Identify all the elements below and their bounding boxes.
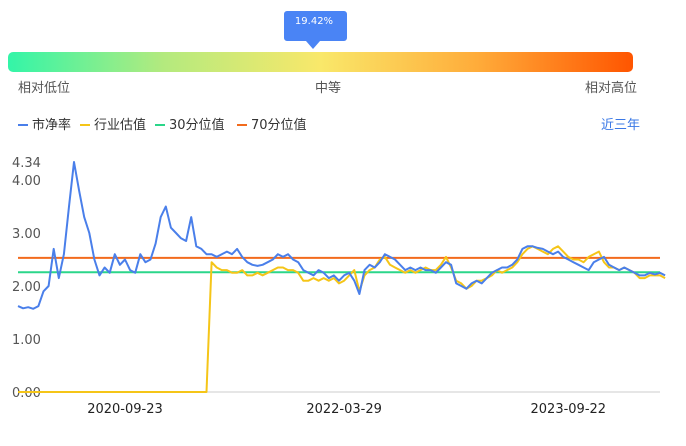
- y-tick-label: 2.00: [12, 280, 41, 295]
- percentile-gradient: [8, 52, 633, 72]
- legend-label: 行业估值: [94, 117, 146, 133]
- marker-label: 19.42%: [295, 16, 333, 27]
- y-tick-label: 4.00: [12, 174, 41, 189]
- legend-label: 市净率: [32, 117, 71, 133]
- y-tick-label: 1.00: [12, 333, 41, 348]
- legend-label: 30分位值: [169, 117, 225, 133]
- series-line: [17, 161, 666, 310]
- y-tick-label: 3.00: [12, 227, 41, 242]
- series-line: [18, 245, 666, 393]
- y-tick-label: 0.00: [12, 386, 41, 401]
- marker-bubble: [284, 11, 347, 49]
- bar-label: 中等: [315, 80, 341, 96]
- legend: 市净率 行业估值 30分位值 70分位值: [18, 117, 307, 133]
- x-tick-label: 2023-09-22: [531, 402, 607, 417]
- legend-label: 70分位值: [251, 117, 307, 133]
- period-button[interactable]: 近三年: [601, 118, 640, 133]
- x-tick-label: 2022-03-29: [306, 402, 382, 417]
- bar-label: 相对高位: [585, 80, 637, 96]
- bar-label: 相对低位: [18, 81, 70, 96]
- y-tick-label: 4.34: [12, 156, 41, 171]
- x-tick-label: 2020-09-23: [87, 402, 163, 417]
